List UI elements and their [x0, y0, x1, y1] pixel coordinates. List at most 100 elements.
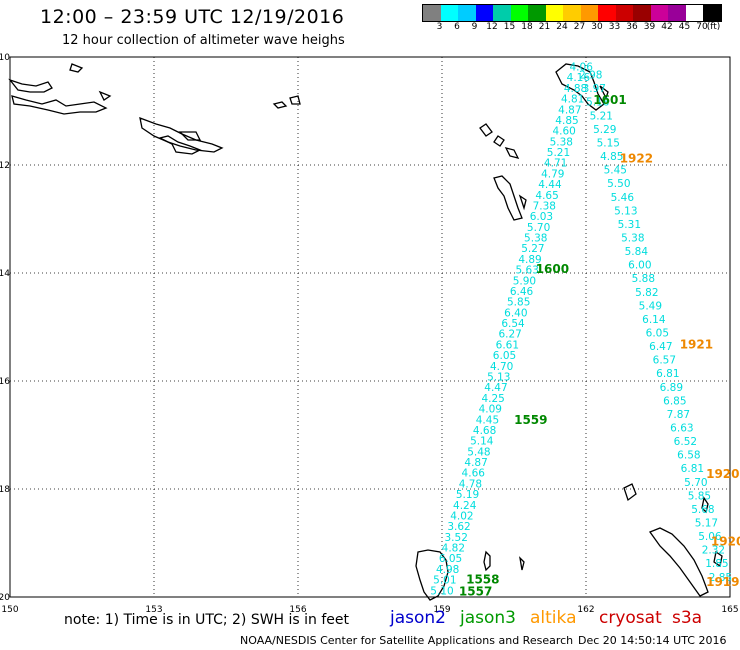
coastline-south-3 [701, 496, 709, 514]
legend-label: 18 [521, 22, 533, 32]
swh-value: 6.14 [642, 314, 666, 326]
swh-value: 5.13 [487, 372, 510, 384]
map-title: 12:00 – 23:59 UTC 12/19/2016 [40, 6, 345, 28]
coastline-nw-5 [139, 116, 224, 153]
swh-value: 7.38 [533, 200, 556, 212]
swh-value: 5.31 [618, 219, 641, 231]
legend-label: 45 [678, 22, 691, 32]
swh-value: 4.68 [473, 425, 496, 437]
axis-labels: 150 153 156 159 162 165 -10 -12 -14 -16 -18 -20 [0, 53, 739, 615]
coastline-rennell-1 [493, 175, 523, 221]
coastline-newcal-1 [415, 549, 449, 601]
swh-value: 5.49 [639, 300, 662, 312]
legend-label: 21 [538, 22, 551, 32]
swh-value: 4.78 [459, 478, 482, 490]
swh-value: 5.21 [547, 147, 570, 159]
swh-value: 5.27 [521, 243, 544, 255]
swh-value: 6.05 [493, 350, 516, 362]
swh-value: 5.19 [456, 489, 479, 501]
sat-s3a: s3a [672, 608, 703, 628]
legend-label: 27 [573, 22, 586, 32]
pass-time-label: 1921 [680, 338, 713, 352]
swh-value: 5.84 [625, 246, 649, 258]
swh-value: 5.15 [597, 137, 620, 149]
coastline-newcal-2 [483, 550, 491, 572]
swh-value: 4.24 [453, 500, 477, 512]
legend-swatch [615, 5, 633, 21]
swh-value: 4.47 [484, 382, 507, 394]
swh-value: 4.87 [558, 104, 581, 116]
swh-value: 4.82 [442, 543, 465, 555]
legend-swatch [633, 5, 651, 21]
legend-label: 42 [661, 22, 673, 32]
lat-tick-label: -12 [0, 161, 10, 171]
swh-value: 5.63 [516, 265, 539, 277]
legend-swatch [545, 5, 563, 21]
legend-label: 9 [471, 22, 478, 32]
lon-tick-label: 162 [577, 605, 594, 615]
coastline-nw-7 [158, 135, 202, 155]
map-subtitle: 12 hour collection of altimeter wave hei… [62, 33, 345, 48]
legend-swatch [510, 5, 528, 21]
legend-swatch [493, 5, 511, 21]
swh-value: 5.82 [635, 287, 658, 299]
swh-value: 6.46 [510, 286, 534, 298]
swh-value: 6.61 [496, 339, 519, 351]
coastline-island-1 [479, 123, 493, 137]
swh-value: 6.40 [504, 307, 527, 319]
coastline-nw-8 [272, 101, 288, 109]
swh-value: 5.48 [467, 446, 490, 458]
swh-value: 3.52 [445, 532, 468, 544]
swh-value: 6.27 [498, 329, 521, 341]
swh-value: 5.01 [433, 575, 456, 587]
swh-value: 5.90 [513, 275, 536, 287]
sat-altika: altika [530, 608, 577, 628]
legend-label: 24 [556, 22, 568, 32]
swh-value: 2.32 [702, 545, 725, 557]
swh-value: 5.06 [698, 531, 722, 543]
legend-swatch [598, 5, 616, 21]
swh-value: 5.68 [691, 504, 714, 516]
legend-label: 30 [591, 22, 603, 32]
swh-value: 6.54 [501, 318, 525, 330]
sat-jason2: jason2 [390, 608, 446, 628]
legend-label: 15 [503, 22, 516, 32]
legend-swatch [668, 5, 686, 21]
swh-value: 4.60 [552, 126, 575, 138]
swh-value: 4.65 [535, 190, 558, 202]
lat-tick-label: -18 [0, 485, 10, 495]
swh-value: 5.70 [684, 477, 707, 489]
swh-value: 5.85 [688, 490, 711, 502]
sat-jason3: jason3 [460, 608, 516, 628]
swh-value: 4.25 [481, 393, 504, 405]
coastline-south-1 [623, 483, 637, 502]
coastline-nw-1 [8, 78, 53, 93]
coastline-nw-3 [69, 63, 84, 73]
lon-tick-label: 153 [145, 605, 162, 615]
pass-time-label: 1559 [514, 413, 547, 427]
altimeter-tracks: 5.105.014.986.054.823.523.624.024.245.19… [430, 62, 732, 598]
legend-label: 33 [608, 22, 621, 32]
swh-value: 6.85 [663, 395, 686, 407]
legend-swatch [423, 5, 441, 21]
swh-value: 5.46 [611, 192, 635, 204]
legend-swatch [475, 5, 493, 21]
swh-value: 5.29 [593, 124, 616, 136]
swh-value: 4.87 [464, 457, 487, 469]
coastline-vanuatu-2 [599, 85, 609, 100]
coastline-nw-4 [98, 90, 112, 101]
swh-value: 4.98 [436, 564, 459, 576]
coastlines [8, 63, 723, 601]
swh-value: 5.85 [507, 297, 530, 309]
coastline-island-3 [504, 147, 520, 159]
pass-time-label: 1557 [459, 584, 492, 598]
swh-value: 6.03 [530, 211, 553, 223]
swh-value: 4.85 [555, 115, 578, 127]
swh-value: 5.21 [590, 110, 613, 122]
sat-cryosat: cryosat [599, 608, 662, 628]
lat-tick-label: -14 [0, 269, 10, 279]
swh-value: 4.44 [538, 179, 562, 191]
legend-label: 6 [454, 22, 460, 32]
legend-swatch [440, 5, 458, 21]
